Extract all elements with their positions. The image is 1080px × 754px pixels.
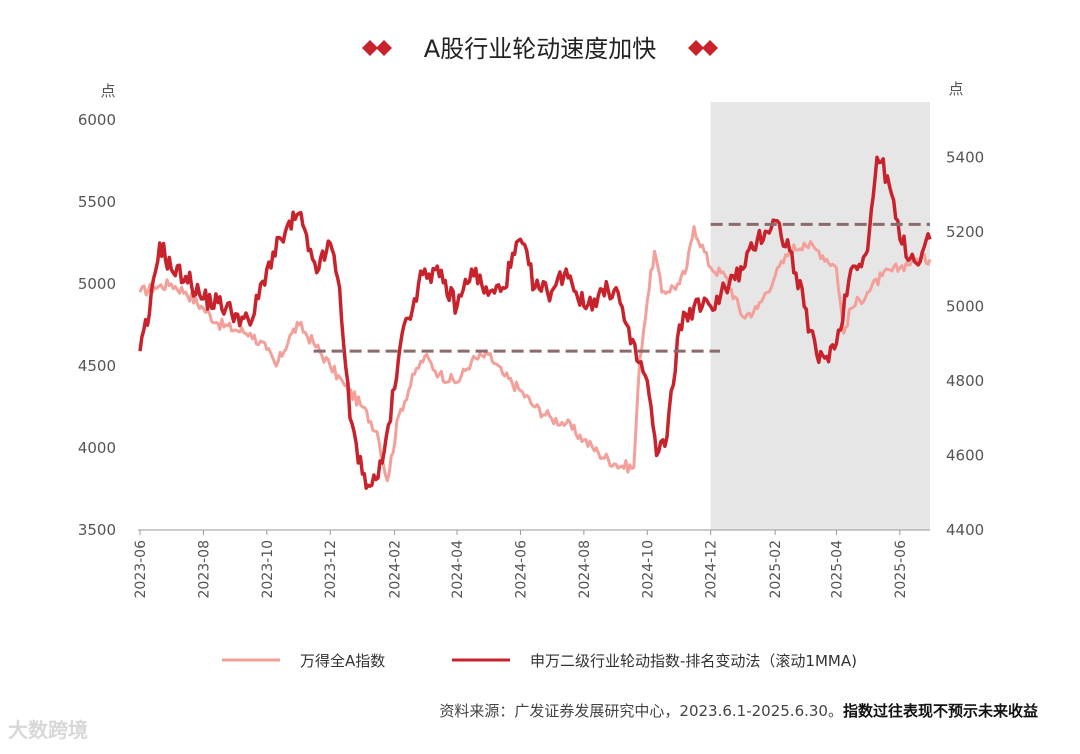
right-tick-label: 5000 <box>946 297 984 315</box>
left-tick-label: 4000 <box>78 439 116 457</box>
x-tick-label: 2025-02 <box>768 540 784 599</box>
x-tick-label: 2024-02 <box>388 540 404 599</box>
right-tick-label: 4600 <box>946 446 984 464</box>
series-layer <box>138 155 932 490</box>
title-left-diamonds <box>362 40 392 56</box>
legend: 万得全A指数 申万二级行业轮动指数-排名变动法（滚动1MMA) <box>222 652 857 670</box>
chart-title: A股行业轮动速度加快 <box>424 35 656 63</box>
x-axis-ticks: 2023-06 2023-08 2023-10 2023-12 2024-02 2024-… <box>133 530 909 599</box>
title-group: A股行业轮动速度加快 <box>362 35 718 63</box>
x-tick-label: 2023-10 <box>260 540 276 599</box>
left-tick-label: 4500 <box>78 357 116 375</box>
legend-label-rotation-index: 申万二级行业轮动指数-排名变动法（滚动1MMA) <box>530 652 857 670</box>
right-tick-label: 5400 <box>946 148 984 166</box>
source-text: 资料来源：广发证券发展研究中心，2023.6.1-2025.6.30。 <box>439 702 843 720</box>
left-tick-label: 3500 <box>78 521 116 539</box>
right-tick-label: 4400 <box>946 521 984 539</box>
x-tick-label: 2024-08 <box>577 540 593 599</box>
x-tick-label: 2025-04 <box>829 540 845 599</box>
x-tick-label: 2023-08 <box>196 540 212 599</box>
left-tick-label: 5000 <box>78 275 116 293</box>
x-tick-label: 2024-12 <box>704 540 720 599</box>
left-tick-label: 5500 <box>78 193 116 211</box>
watermark: 大数跨境 <box>8 714 88 743</box>
disclaimer-text: 指数过往表现不预示未来收益 <box>842 702 1038 720</box>
x-tick-label: 2023-06 <box>133 540 149 599</box>
right-tick-label: 4800 <box>946 372 984 390</box>
x-tick-label: 2024-04 <box>450 540 466 599</box>
title-right-diamonds <box>688 40 718 56</box>
reference-lines <box>313 222 930 353</box>
legend-label-wind-a: 万得全A指数 <box>300 652 385 670</box>
series-line-wind-a <box>138 225 932 483</box>
left-axis-unit: 点 <box>100 82 115 100</box>
x-tick-label: 2024-06 <box>513 540 529 599</box>
watermark-text: 大数跨境 <box>8 718 88 742</box>
x-tick-label: 2023-12 <box>323 540 339 599</box>
left-tick-label: 6000 <box>78 111 116 129</box>
right-axis-ticks: 4400 4600 4800 5000 5200 5400 <box>946 148 984 539</box>
left-axis-ticks: 3500 4000 4500 5000 5500 6000 <box>78 111 116 539</box>
x-tick-label: 2025-06 <box>893 540 909 599</box>
x-tick-label: 2024-10 <box>640 540 656 599</box>
series-line-rotation-index <box>138 155 932 490</box>
right-tick-label: 5200 <box>946 223 984 241</box>
right-axis-unit: 点 <box>948 80 963 98</box>
source-note: 资料来源：广发证券发展研究中心，2023.6.1-2025.6.30。指数过往表… <box>439 700 1038 721</box>
